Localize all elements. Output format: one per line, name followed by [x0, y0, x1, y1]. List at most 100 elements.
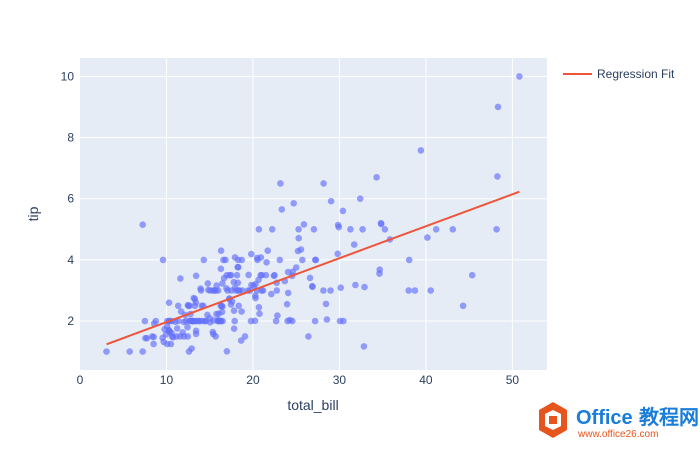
- scatter-point: [211, 287, 218, 294]
- scatter-point: [103, 348, 110, 355]
- x-tick-label: 20: [246, 373, 260, 387]
- scatter-point: [381, 226, 389, 233]
- scatter-point: [150, 340, 157, 348]
- office-logo-icon: [539, 402, 567, 438]
- scatter-point: [217, 302, 224, 310]
- x-tick-labels: 0 10 20 30 40 50: [77, 373, 520, 387]
- y-tick-label: 8: [67, 131, 74, 145]
- scatter-point: [216, 317, 224, 325]
- scatter-point: [247, 317, 255, 325]
- scatter-point: [284, 317, 291, 325]
- y-tick-label: 2: [67, 314, 74, 328]
- scatter-point: [320, 180, 327, 187]
- scatter-point: [239, 287, 246, 294]
- scatter-point: [273, 287, 281, 294]
- scatter-point: [227, 271, 235, 279]
- scatter-point: [320, 287, 327, 294]
- scatter-point: [192, 330, 200, 338]
- scatter-point: [262, 271, 270, 279]
- scatter-point: [278, 206, 286, 213]
- scatter-point: [290, 200, 298, 207]
- scatter-point: [185, 348, 193, 355]
- scatter-point: [360, 343, 368, 350]
- x-axis-title: total_bill: [287, 397, 338, 413]
- y-tick-label: 4: [67, 253, 74, 267]
- scatter-point: [176, 333, 184, 340]
- scatter-point: [312, 256, 320, 264]
- scatter-point: [192, 272, 200, 280]
- scatter-point: [494, 173, 501, 180]
- watermark-brand: Office: [576, 407, 633, 429]
- scatter-point: [186, 302, 193, 310]
- scatter-point: [219, 280, 226, 287]
- scatter-point: [268, 226, 276, 233]
- scatter-point: [204, 311, 211, 319]
- scatter-point: [217, 247, 225, 254]
- scatter-point: [184, 323, 191, 331]
- scatter-point: [126, 348, 133, 355]
- scatter-point: [292, 264, 300, 271]
- y-tick-label: 10: [61, 69, 75, 83]
- scatter-point: [311, 317, 319, 325]
- scatter-point: [376, 266, 384, 274]
- scatter-point: [427, 287, 435, 294]
- scatter-point: [283, 300, 291, 308]
- scatter-point: [204, 280, 212, 287]
- scatter-point: [336, 317, 344, 325]
- watermark-url: www.office26.com: [577, 429, 658, 440]
- watermark: Office 教程网 www.office26.com: [539, 402, 699, 440]
- scatter-point: [459, 302, 467, 310]
- scatter-point: [277, 180, 284, 187]
- x-tick-label: 0: [77, 373, 84, 387]
- scatter-point: [258, 287, 266, 294]
- scatter-point: [377, 220, 385, 228]
- scatter-point: [300, 221, 308, 228]
- scatter-point: [191, 302, 199, 310]
- regression-line: [106, 190, 520, 346]
- scatter-point: [210, 317, 218, 324]
- scatter-point: [272, 317, 280, 325]
- scatter-point: [295, 234, 303, 242]
- x-tick-label: 30: [333, 373, 347, 387]
- scatter-point: [177, 275, 184, 282]
- scatter-point: [350, 241, 358, 248]
- scatter-point: [274, 312, 281, 319]
- scatter-point: [334, 250, 342, 258]
- scatter-point: [238, 308, 245, 315]
- scatter-point: [235, 302, 242, 310]
- scatter-point: [191, 295, 199, 303]
- scatter-point: [494, 103, 502, 111]
- scatter-point: [361, 283, 368, 291]
- scatter-point: [223, 348, 231, 355]
- scatter-point: [334, 221, 342, 229]
- x-tick-label: 10: [160, 373, 174, 387]
- scatter-point: [323, 316, 331, 323]
- scatter-point: [143, 334, 151, 342]
- scatter-point: [256, 310, 263, 318]
- scatter-point: [212, 333, 219, 340]
- x-tick-label: 50: [506, 373, 520, 387]
- scatter-point: [432, 226, 440, 233]
- scatter-point: [159, 256, 167, 264]
- scatter-point: [230, 325, 238, 333]
- scatter-point: [139, 221, 146, 228]
- scatter-point: [322, 300, 330, 308]
- scatter-point: [255, 304, 263, 311]
- scatter-point: [359, 226, 366, 233]
- scatter-point: [220, 274, 228, 282]
- scatter-point: [220, 256, 227, 264]
- scatter-point: [148, 333, 156, 340]
- scatter-point: [263, 259, 270, 266]
- scatter-point: [252, 292, 259, 300]
- scatter-point: [174, 302, 182, 310]
- legend[interactable]: Regression Fit: [563, 67, 675, 81]
- scatter-point: [197, 287, 205, 294]
- scatter-point: [356, 195, 364, 202]
- scatter-point: [405, 256, 413, 264]
- scatter-point: [309, 282, 316, 290]
- scatter-point: [352, 281, 359, 289]
- scatter-point: [173, 325, 181, 332]
- scatter-point: [201, 317, 209, 325]
- scatter-point: [411, 287, 419, 294]
